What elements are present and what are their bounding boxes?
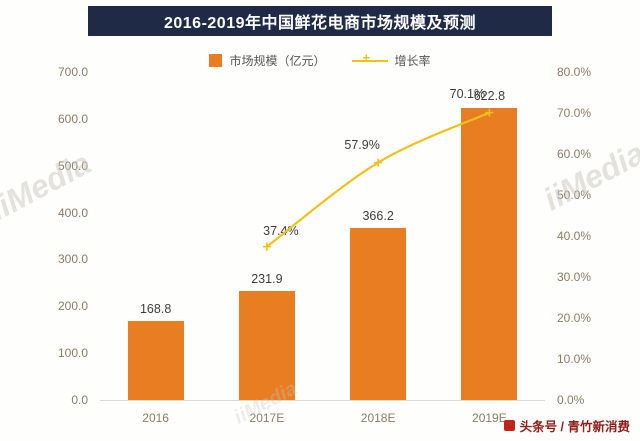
bar-value-label: 622.8 [473,89,506,104]
market-size-bar [127,320,184,400]
legend-bar-swatch [209,54,223,67]
x-axis-category-label: 2016 [142,411,169,425]
left-axis-tick-label: 400.0 [57,205,88,220]
growth-value-label: 57.9% [344,137,380,152]
legend-bar-label: 市场规模（亿元） [229,54,326,68]
bar-value-label: 168.8 [139,301,172,316]
right-axis-tick-label: 30.0% [557,270,592,284]
legend-line-stroke [351,59,388,62]
right-axis-tick-label: 0.0% [557,393,585,407]
legend-item-market-size: 市场规模（亿元） [209,52,326,69]
chart-title: 2016-2019年中国鲜花电商市场规模及预测 [163,15,477,32]
title-bar: 2016-2019年中国鲜花电商市场规模及预测 [88,6,552,36]
x-axis-category-label: 2017E [249,411,285,425]
left-axis-tick-label: 300.0 [57,252,88,267]
legend: 市场规模（亿元） + 增长率 [0,49,640,69]
left-axis-tick-label: 700.0 [57,65,88,79]
bar-value-label: 366.2 [362,209,394,224]
growth-value-label: 70.1% [449,86,486,101]
right-axis-tick-label: 10.0% [557,352,592,366]
market-size-bar [461,108,518,400]
right-axis-tick-label: 60.0% [557,147,592,161]
legend-item-growth-rate: + 增长率 [351,49,431,69]
bar-value-label: 231.9 [251,272,283,287]
market-size-bar [350,228,407,400]
left-axis-tick-label: 100.0 [57,346,88,361]
x-axis-category-label: 2019E [472,411,507,425]
legend-line-label: 增长率 [394,54,431,68]
market-size-bar [238,291,295,400]
attribution-text: 头条号 / 青竹新消费 [519,420,630,434]
right-axis-tick-label: 80.0% [557,65,592,79]
x-axis-category-label: 2018E [360,411,396,425]
left-axis-tick-label: 500.0 [57,158,88,173]
legend-line-swatch: + [351,49,388,67]
left-axis-tick-label: 0.0 [71,393,88,407]
x-axis-line [100,400,545,401]
right-axis-tick-label: 70.0% [557,106,592,120]
right-axis-tick-label: 20.0% [557,311,592,325]
attribution: 头条号 / 青竹新消费 [503,416,630,435]
right-axis-tick-label: 50.0% [557,188,592,202]
toutiao-logo-icon [503,420,515,431]
left-axis-tick-label: 600.0 [57,111,88,126]
plus-marker-icon: + [362,49,371,65]
right-axis-tick-label: 40.0% [557,229,592,243]
growth-value-label: 37.4% [263,223,299,238]
left-axis-tick-label: 200.0 [57,299,88,314]
